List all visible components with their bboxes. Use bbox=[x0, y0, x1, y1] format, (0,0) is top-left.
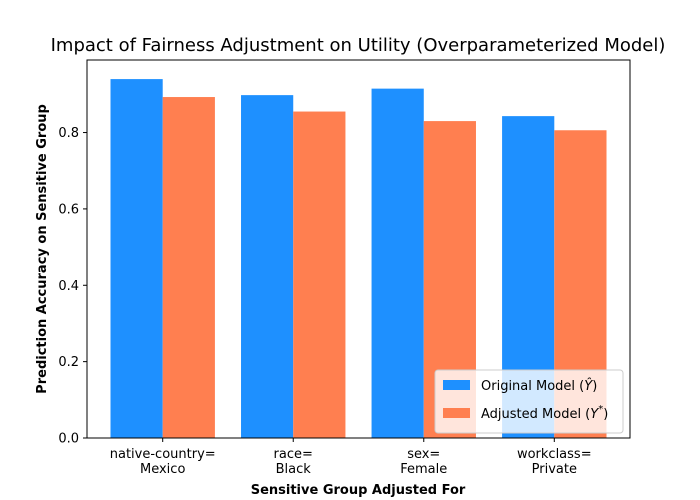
legend-label-original: Original Model (Ŷ) bbox=[481, 378, 597, 394]
legend-box bbox=[434, 369, 624, 434]
bar-adjusted-0 bbox=[162, 97, 215, 438]
chart-title: Impact of Fairness Adjustment on Utility… bbox=[51, 35, 666, 56]
bar-original-2 bbox=[371, 88, 424, 439]
x-tick-label: race= Black bbox=[274, 447, 313, 477]
y-tick-label: 0.0 bbox=[58, 432, 79, 447]
bar-original-1 bbox=[241, 95, 294, 439]
y-tick-label: 0.4 bbox=[58, 279, 79, 294]
legend: Original Model (Ŷ) Adjusted Model (Y*) bbox=[434, 369, 624, 434]
y-tick-label: 0.6 bbox=[58, 202, 79, 217]
x-tick-label: native-country= Mexico bbox=[110, 447, 216, 477]
bar-adjusted-1 bbox=[293, 111, 346, 438]
y-axis-label: Prediction Accuracy on Sensitive Group bbox=[35, 104, 50, 394]
y-tick-label: 0.2 bbox=[58, 355, 79, 370]
legend-swatch-original bbox=[443, 380, 470, 390]
legend-label-adjusted: Adjusted Model (Y*) bbox=[481, 404, 608, 422]
legend-swatch-adjusted bbox=[443, 408, 470, 418]
x-tick-label: sex= Female bbox=[400, 447, 447, 477]
bar-original-0 bbox=[110, 79, 163, 438]
x-axis-label: Sensitive Group Adjusted For bbox=[251, 483, 466, 498]
y-tick-label: 0.8 bbox=[58, 126, 79, 141]
plot-frame bbox=[86, 59, 631, 439]
x-tick-label: workclass= Private bbox=[517, 447, 592, 477]
